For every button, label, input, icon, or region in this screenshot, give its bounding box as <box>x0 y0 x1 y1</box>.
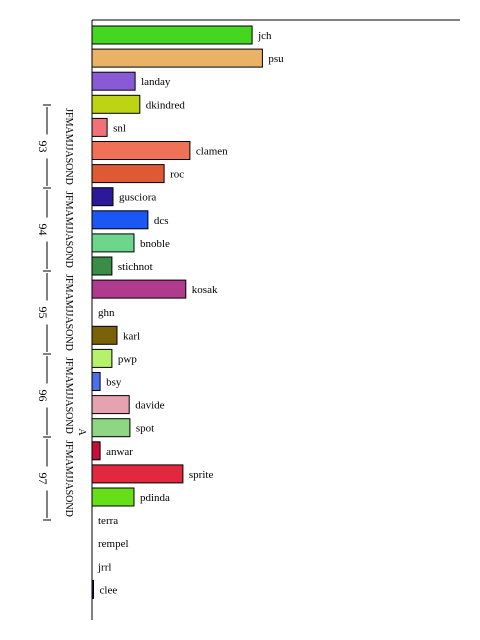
bars-group: jch psu landay dkindred snl clamen roc gusciora… <box>91 25 284 599</box>
bar-bnoble <box>91 233 135 253</box>
bar-sprite <box>91 464 184 484</box>
bar-gusciora <box>91 187 114 207</box>
timeline-months-93: JFMAMJJASOND <box>63 108 74 185</box>
bar-label-roc: roc <box>170 169 184 181</box>
bar-label-snl: snl <box>113 122 126 134</box>
timeline-year-97: 97 <box>36 473 50 485</box>
bar-label-pdinda: pdinda <box>140 492 170 504</box>
bar-kosak <box>91 279 187 299</box>
bar-label-terra: terra <box>98 515 118 527</box>
bar-label-jrrl: jrrl <box>97 561 111 573</box>
bar-label-stichnot: stichnot <box>118 261 153 273</box>
bar-psu <box>91 48 263 68</box>
timeline-group: JFMAMJJASOND 93 JFMAMJJASOND 94 JFMAMJJASOND… <box>36 104 87 521</box>
bar-spot <box>91 418 131 438</box>
timeline-marker: A <box>76 428 87 436</box>
bar-label-dkindred: dkindred <box>146 99 186 111</box>
timeline-year-94: 94 <box>36 224 50 236</box>
bar-label-spot: spot <box>136 423 154 435</box>
bar-clamen <box>91 141 191 160</box>
bar-karl <box>91 325 118 345</box>
bar-label-rempel: rempel <box>98 538 129 550</box>
bar-dkindred <box>91 94 141 114</box>
bar-dcs <box>91 210 149 230</box>
timeline-months-97: JFMAMJJASOND <box>63 440 74 517</box>
bar-snl <box>91 117 108 137</box>
bar-label-dcs: dcs <box>154 215 169 227</box>
timeline-months-94: JFMAMJJASOND <box>63 191 74 268</box>
bar-label-ghn: ghn <box>98 307 115 319</box>
bar-jch <box>91 25 253 45</box>
timeline-months-95: JFMAMJJASOND <box>63 274 74 351</box>
bar-label-clamen: clamen <box>196 146 228 158</box>
bar-label-sprite: sprite <box>189 469 214 481</box>
bar-label-jch: jch <box>257 30 272 42</box>
bar-label-gusciora: gusciora <box>119 192 156 204</box>
bar-label-kosak: kosak <box>192 284 218 296</box>
bar-label-clee: clee <box>100 584 118 596</box>
bar-clee <box>91 579 94 599</box>
bar-label-karl: karl <box>123 330 140 342</box>
bar-bsy <box>91 372 101 391</box>
bar-pwp <box>91 348 113 368</box>
bar-label-anwar: anwar <box>106 446 133 458</box>
bar-label-bsy: bsy <box>106 377 122 389</box>
bar-roc <box>91 164 165 184</box>
bar-pdinda <box>91 487 135 507</box>
bar-label-davide: davide <box>135 400 164 412</box>
timeline-year-96: 96 <box>36 390 50 402</box>
bar-label-landay: landay <box>141 76 171 88</box>
bar-stichnot <box>91 256 113 276</box>
bar-label-bnoble: bnoble <box>140 238 170 250</box>
bar-landay <box>91 71 136 91</box>
timeline-months-96: JFMAMJJASOND <box>63 357 74 434</box>
bar-label-pwp: pwp <box>118 353 137 365</box>
bar-davide <box>91 395 130 415</box>
timeline-year-93: 93 <box>36 141 50 153</box>
bar-label-psu: psu <box>268 53 284 65</box>
timeline-year-95: 95 <box>36 307 50 319</box>
bar-anwar <box>91 441 101 461</box>
